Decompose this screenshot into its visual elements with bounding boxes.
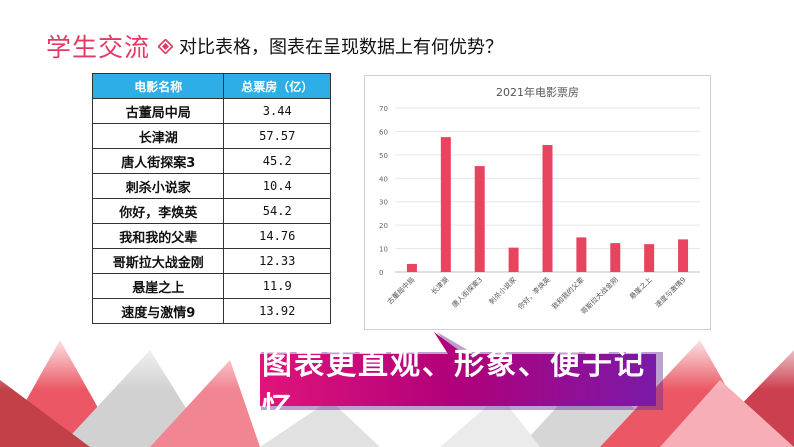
table-row: 哥斯拉大战金刚 12.33 [91,248,331,274]
table-row: 悬崖之上 11.9 [91,273,331,299]
x-tick-label: 速度与激情9 [653,275,687,309]
x-tick-label: 唐人街探案3 [450,275,484,309]
chart-canvas: 0 10 20 30 40 50 60 70 古董局中局 长津湖 唐人街探案3 刺杀小说家你好，李焕英… [379,105,700,316]
box-office-chart: 0 10 20 30 40 50 60 70 古董局中局 长津湖 唐人街探案3 刺杀小说家 你好，李焕英… [364,75,711,330]
header: 学生交流 对比表格，图表在呈现数据上有何优势？ [46,28,503,64]
bar [542,145,553,272]
box-office-table: 电影名称 总票房（亿） 古董局中局 3.44 长津湖 57.57 唐人街探案3 45.… [91,73,331,324]
question-text: 对比表格，图表在呈现数据上有何优势？ [179,37,504,58]
bar [678,239,689,272]
movie-name: 古董局中局 [91,98,225,124]
table-header-row: 电影名称 总票房（亿） [91,73,331,99]
x-tick-label: 古董局中局 [385,275,416,306]
x-tick-label: 我和我的父辈 [550,275,586,311]
y-tick-label: 30 [379,199,388,207]
bar [440,137,451,272]
box-office-value: 11.9 [223,273,331,299]
diamond-bullet-icon [158,38,174,54]
box-office-value: 13.92 [223,298,331,324]
page-title: 学生交流 [46,33,151,62]
table-row: 唐人街探案3 45.2 [91,148,331,174]
movie-name: 我和我的父辈 [91,223,225,249]
box-office-value: 10.4 [223,173,331,199]
y-tick-label: 10 [379,246,388,254]
column-header-name: 电影名称 [91,73,225,99]
table-row: 我和我的父辈 14.76 [91,223,331,249]
movie-name: 你好，李焕英 [91,198,225,224]
table-row: 你好，李焕英 54.2 [91,198,331,224]
table-row: 长津湖 57.57 [91,123,331,149]
box-office-value: 3.44 [223,98,331,124]
bar [406,263,417,272]
callout-banner [260,332,663,410]
chart-title: 2021年电影票房 [496,86,579,99]
box-office-value: 45.2 [223,148,331,174]
x-tick-label: 你好，李焕英 [516,275,552,311]
box-office-value: 54.2 [223,198,331,224]
bar [508,247,519,272]
x-tick-label: 悬崖之上 [627,275,653,301]
box-office-value: 14.76 [223,223,331,249]
y-tick-label: 40 [379,175,388,183]
x-tick-label: 刺杀小说家 [487,275,518,306]
y-tick-label: 70 [379,105,388,113]
table-row: 速度与激情9 13.92 [91,298,331,324]
movie-name: 唐人街探案3 [91,148,225,174]
y-tick-label: 20 [379,222,388,230]
y-tick-label: 50 [379,152,388,160]
movie-name: 长津湖 [91,123,225,149]
y-tick-label: 0 [379,269,383,277]
box-office-value: 57.57 [223,123,331,149]
movie-name: 速度与激情9 [91,298,225,324]
movie-name: 哥斯拉大战金刚 [91,248,225,274]
bar [576,237,587,272]
table-row: 刺杀小说家 10.4 [91,173,331,199]
y-tick-label: 60 [379,128,388,136]
table-row: 古董局中局 3.44 [91,98,331,124]
bar [610,243,621,272]
bar [644,244,655,272]
box-office-value: 12.33 [223,248,331,274]
bar [474,166,485,272]
movie-name: 刺杀小说家 [91,173,225,199]
column-header-box-office: 总票房（亿） [223,73,331,99]
callout-text: 图表更直观、形象、便于记忆 [262,347,646,426]
x-tick-label: 长津湖 [429,275,450,296]
movie-name: 悬崖之上 [91,273,225,299]
